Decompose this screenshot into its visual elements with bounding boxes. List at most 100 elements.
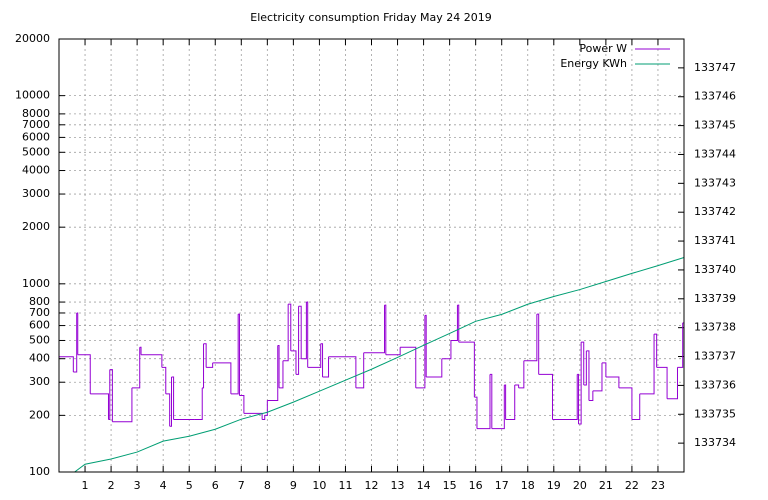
y-tick-label: 7000 xyxy=(22,118,50,131)
y-tick-label: 300 xyxy=(29,375,50,388)
power-step xyxy=(203,343,207,368)
power-step xyxy=(552,374,578,421)
power-step xyxy=(426,358,443,378)
power-step xyxy=(306,301,309,368)
x-tick-label: 17 xyxy=(495,479,509,492)
power-step xyxy=(295,306,300,375)
power-step xyxy=(322,356,330,378)
power-step xyxy=(639,334,655,395)
power-step xyxy=(165,393,171,427)
y-tick-label: 6000 xyxy=(22,130,50,143)
power-step xyxy=(267,345,279,401)
x-tick-label: 8 xyxy=(264,479,271,492)
power-step xyxy=(298,305,302,359)
power-step xyxy=(262,415,266,421)
y-tick-label: 100 xyxy=(29,465,50,478)
power-step xyxy=(230,314,239,395)
power-step xyxy=(328,356,357,388)
x-tick-label: 3 xyxy=(134,479,141,492)
power-step xyxy=(76,312,79,355)
power-step xyxy=(108,369,111,421)
legend-label: Power W xyxy=(579,42,627,55)
y2-tick-label: 133740 xyxy=(694,263,736,276)
y-tick-label: 400 xyxy=(29,352,50,365)
y2-tick-label: 133739 xyxy=(694,292,736,305)
power-step xyxy=(141,354,163,368)
power-step xyxy=(601,362,607,377)
power-step xyxy=(677,322,684,368)
power-step xyxy=(73,312,78,373)
energy-line xyxy=(74,257,685,473)
power-step xyxy=(363,305,386,354)
power-step xyxy=(536,313,540,375)
power-step xyxy=(307,343,322,368)
power-step xyxy=(161,366,167,394)
y2-tick-label: 133745 xyxy=(694,119,736,132)
power-step xyxy=(457,304,460,343)
power-step xyxy=(109,369,113,422)
x-tick-label: 4 xyxy=(160,479,167,492)
y-tick-label: 1000 xyxy=(22,277,50,290)
power-step xyxy=(667,367,678,400)
y2-tick-label: 133736 xyxy=(694,378,736,391)
power-step xyxy=(504,384,507,420)
power-step xyxy=(523,314,538,362)
x-tick-label: 21 xyxy=(599,479,613,492)
power-step xyxy=(320,343,324,377)
power-step xyxy=(489,373,493,429)
power-step xyxy=(169,376,172,427)
power-step xyxy=(491,384,505,430)
power-step xyxy=(578,342,582,425)
chart-title: Electricity consumption Friday May 24 20… xyxy=(250,11,491,24)
power-step xyxy=(385,347,401,356)
power-step xyxy=(424,314,427,377)
y2-tick-label: 133747 xyxy=(694,61,736,74)
power-step xyxy=(355,352,365,389)
power-step xyxy=(279,360,284,389)
y2-tick-label: 133744 xyxy=(694,147,736,160)
y-tick-label: 8000 xyxy=(22,107,50,120)
power-step xyxy=(592,362,603,392)
y-tick-label: 10000 xyxy=(15,89,50,102)
x-tick-label: 16 xyxy=(469,479,483,492)
y2-tick-label: 133746 xyxy=(694,90,736,103)
power-step xyxy=(277,345,280,388)
power-step xyxy=(239,394,245,414)
power-step xyxy=(538,373,553,420)
power-step xyxy=(618,387,633,420)
y2-tick-label: 133737 xyxy=(694,350,736,363)
x-tick-label: 1 xyxy=(82,479,89,492)
power-step xyxy=(518,360,525,389)
x-tick-label: 6 xyxy=(212,479,219,492)
y-tick-label: 5000 xyxy=(22,145,50,158)
y-tick-label: 800 xyxy=(29,295,50,308)
power-step xyxy=(139,346,142,355)
x-tick-label: 7 xyxy=(238,479,245,492)
power-step xyxy=(400,346,417,388)
power-step xyxy=(288,303,292,351)
power-step xyxy=(301,302,307,360)
power-step xyxy=(112,387,133,423)
power-step xyxy=(588,390,594,401)
power-step xyxy=(505,384,516,421)
power-step xyxy=(264,400,268,416)
power-step xyxy=(290,350,297,375)
y-tick-label: 2000 xyxy=(22,220,50,233)
power-step xyxy=(194,387,203,421)
y2-tick-label: 133741 xyxy=(694,234,736,247)
power-step xyxy=(131,347,141,389)
y2-tick-label: 133743 xyxy=(694,176,736,189)
x-tick-label: 12 xyxy=(365,479,379,492)
y-tick-label: 20000 xyxy=(15,32,50,45)
y2-tick-label: 133742 xyxy=(694,205,736,218)
x-tick-label: 10 xyxy=(312,479,326,492)
power-step xyxy=(474,396,478,429)
x-tick-label: 20 xyxy=(573,479,587,492)
power-step xyxy=(90,393,109,420)
power-step xyxy=(206,362,214,368)
power-step xyxy=(450,305,458,341)
power-step xyxy=(202,343,205,389)
x-tick-label: 14 xyxy=(417,479,431,492)
power-step xyxy=(415,315,426,389)
